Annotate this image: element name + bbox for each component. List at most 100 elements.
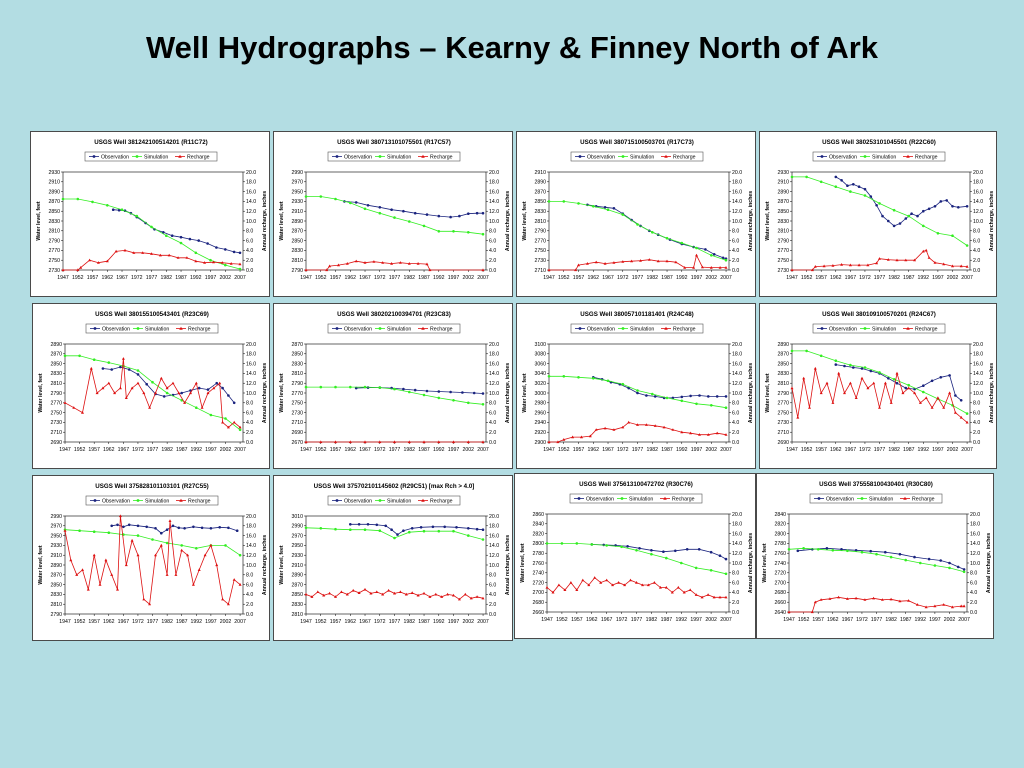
recharge-point bbox=[587, 583, 591, 587]
recharge-point bbox=[878, 406, 881, 409]
y-tick-label: 2700 bbox=[774, 580, 786, 586]
recharge-point bbox=[644, 423, 648, 426]
observation-point bbox=[959, 399, 963, 402]
hydrograph-chart: USGS Well 380057101181401 (R24C48) Observ… bbox=[516, 303, 756, 469]
recharge-point bbox=[316, 590, 320, 593]
simulation-point bbox=[819, 180, 823, 184]
observation-point bbox=[481, 392, 485, 395]
x-tick-label: 1987 bbox=[661, 447, 673, 453]
observation-point bbox=[707, 395, 710, 398]
simulation-point bbox=[621, 213, 625, 216]
legend-box bbox=[327, 151, 461, 162]
x-tick-label: 1967 bbox=[359, 275, 371, 281]
legend-label: Recharge bbox=[430, 155, 453, 161]
simulation-point bbox=[481, 403, 485, 406]
legend-marker bbox=[421, 326, 425, 330]
legend-marker bbox=[335, 155, 339, 158]
recharge-point bbox=[819, 391, 823, 395]
observation-point bbox=[898, 552, 902, 556]
recharge-point bbox=[664, 585, 668, 589]
y2-tick-label: 4.0 bbox=[489, 420, 496, 426]
y-axis-label: Water level, feet bbox=[279, 201, 285, 241]
recharge-point bbox=[89, 366, 93, 370]
legend-marker bbox=[93, 499, 97, 502]
legend-marker bbox=[621, 155, 625, 158]
recharge-point bbox=[118, 514, 122, 518]
y-tick-label: 2760 bbox=[774, 551, 786, 557]
chart-svg: USGS Well 381242100514201 (R11C72) Observ… bbox=[36, 139, 268, 281]
series-simulation bbox=[787, 547, 966, 574]
simulation-point bbox=[408, 220, 411, 223]
recharge-point bbox=[936, 396, 940, 399]
y-tick-label: 2830 bbox=[48, 219, 60, 225]
x-tick-label: 1972 bbox=[859, 275, 871, 281]
x-tick-label: 1982 bbox=[404, 619, 416, 625]
series-observation bbox=[349, 523, 485, 536]
legend-box bbox=[569, 493, 703, 504]
x-tick-label: 1957 bbox=[88, 619, 100, 625]
y2-tick-label: 14.0 bbox=[973, 199, 983, 205]
observation-point bbox=[111, 208, 115, 211]
observation-point bbox=[653, 395, 657, 398]
chart-svg: USGS Well 380202100394701 (R23C83) Observ… bbox=[279, 311, 511, 453]
recharge-point bbox=[229, 262, 233, 265]
x-tick-label: 1982 bbox=[888, 275, 900, 281]
x-tick-label: 1997 bbox=[932, 275, 944, 281]
y2-tick-label: 8.0 bbox=[246, 401, 253, 407]
simulation-point bbox=[238, 428, 242, 432]
observation-point bbox=[840, 179, 843, 182]
recharge-point bbox=[452, 440, 455, 444]
x-tick-label: 1997 bbox=[932, 447, 944, 453]
x-tick-label: 1977 bbox=[389, 275, 401, 281]
legend-label: Observation bbox=[344, 327, 372, 333]
series-observation bbox=[343, 200, 485, 219]
chart-title: USGS Well 380253101045501 (R22C60) bbox=[822, 139, 936, 146]
y-tick-label: 2970 bbox=[291, 180, 303, 186]
y-tick-label: 2910 bbox=[48, 180, 60, 186]
recharge-point bbox=[92, 553, 96, 557]
y-tick-label: 2750 bbox=[48, 258, 60, 264]
recharge-point bbox=[831, 401, 835, 404]
observation-point bbox=[227, 526, 230, 530]
recharge-point bbox=[425, 262, 429, 266]
x-tick-label: 1982 bbox=[404, 275, 416, 281]
y2-tick-label: 12.0 bbox=[489, 209, 499, 215]
legend-label: Observation bbox=[344, 499, 372, 505]
observation-point bbox=[627, 386, 630, 390]
y2-tick-label: 0.0 bbox=[246, 268, 253, 274]
recharge-point bbox=[913, 391, 917, 395]
simulation-point bbox=[120, 208, 124, 211]
recharge-point bbox=[457, 597, 461, 601]
y-axis-label: Water level, feet bbox=[38, 545, 44, 585]
y-tick-label: 2710 bbox=[777, 430, 789, 436]
simulation-point bbox=[590, 543, 594, 546]
observation-point bbox=[869, 369, 873, 373]
observation-point bbox=[218, 526, 221, 529]
recharge-point bbox=[942, 603, 946, 606]
recharge-point bbox=[933, 261, 937, 264]
observation-point bbox=[698, 394, 701, 397]
recharge-point bbox=[810, 610, 814, 614]
recharge-point bbox=[238, 583, 242, 586]
hydrograph-chart: USGS Well 375702101145602 (R29C51) [max … bbox=[273, 475, 513, 641]
legend-marker bbox=[136, 327, 140, 330]
y-tick-label: 2890 bbox=[777, 189, 789, 195]
y-tick-label: 2660 bbox=[532, 610, 544, 616]
legend-label: Simulation bbox=[145, 499, 169, 505]
recharge-point bbox=[174, 573, 178, 576]
series-recharge bbox=[790, 248, 969, 272]
recharge-point bbox=[130, 386, 134, 390]
simulation-point bbox=[194, 251, 198, 255]
y-axis-label: Water level, feet bbox=[762, 543, 768, 583]
recharge-point bbox=[585, 262, 589, 265]
recharge-point bbox=[878, 257, 881, 260]
recharge-line bbox=[546, 577, 726, 598]
x-tick-label: 2007 bbox=[234, 447, 246, 453]
recharge-point bbox=[612, 261, 616, 264]
recharge-point bbox=[581, 578, 585, 582]
recharge-point bbox=[75, 573, 79, 576]
y-tick-label: 2990 bbox=[291, 524, 303, 530]
x-tick-label: 1992 bbox=[433, 619, 445, 625]
x-tick-label: 1987 bbox=[903, 447, 915, 453]
y2-tick-label: 12.0 bbox=[973, 209, 983, 215]
